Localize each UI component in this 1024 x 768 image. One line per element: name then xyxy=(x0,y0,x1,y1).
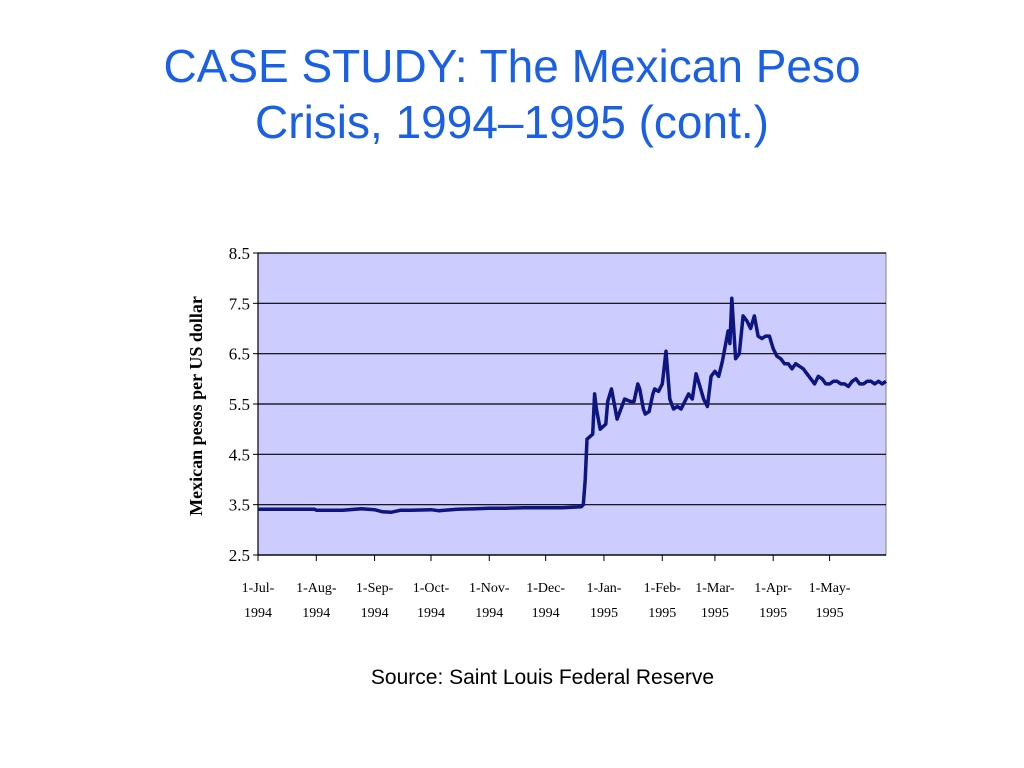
series-line-peso-rate xyxy=(258,296,887,514)
x-tick-label-month: 1-Aug- xyxy=(296,581,337,596)
x-tick-label-year: 1994 xyxy=(244,606,272,621)
y-tick-label: 7.5 xyxy=(229,294,250,313)
x-tick-label-year: 1994 xyxy=(475,606,503,621)
y-tick-label: 3.5 xyxy=(229,496,250,515)
x-tick-label-month: 1-Jul- xyxy=(242,581,275,596)
slide-title-line1: CASE STUDY: The Mexican Peso xyxy=(163,40,861,92)
x-tick-label-year: 1995 xyxy=(816,606,844,621)
x-tick-label-month: 1-Feb- xyxy=(644,581,682,596)
x-tick-label-year: 1995 xyxy=(648,606,676,621)
x-tick-label-year: 1994 xyxy=(361,606,389,621)
y-axis-label: Mexican pesos per US dollar xyxy=(186,296,206,516)
x-tick-label-month: 1-Mar- xyxy=(695,581,735,596)
x-tick-label-month: 1-Sep- xyxy=(356,581,394,596)
y-tick-label: 6.5 xyxy=(229,345,250,364)
x-tick-label-month: 1-Jan- xyxy=(586,581,621,596)
x-tick-label-year: 1995 xyxy=(701,606,729,621)
y-tick-label: 4.5 xyxy=(229,445,250,464)
x-axis-ticks: 1-Jul- 1994 1-Aug- 1994 1-Sep- 1994 1-Oct- 1994… xyxy=(242,555,851,621)
x-tick-label-year: 1994 xyxy=(532,606,560,621)
y-tick-label: 5.5 xyxy=(229,395,250,414)
x-tick-label-year: 1994 xyxy=(417,606,445,621)
x-tick-label-month: 1-May- xyxy=(809,581,851,596)
y-tick-label: 8.5 xyxy=(229,244,250,263)
slide-title-line2: Crisis, 1994–1995 (cont.) xyxy=(255,96,769,148)
x-tick-label-month: 1-Nov- xyxy=(469,581,510,596)
y-axis-ticks: 8.5 7.5 6.5 5.5 4.5 3.5 2.5 xyxy=(229,244,258,565)
x-tick-label-year: 1995 xyxy=(590,606,618,621)
x-tick-label-month: 1-Dec- xyxy=(526,581,565,596)
x-tick-label-year: 1994 xyxy=(302,606,330,621)
x-tick-label-year: 1995 xyxy=(759,606,787,621)
x-tick-label-month: 1-Oct- xyxy=(413,581,450,596)
source-note: Source: Saint Louis Federal Reserve xyxy=(370,666,715,689)
x-tick-label-month: 1-Apr- xyxy=(754,581,792,596)
y-tick-label: 2.5 xyxy=(229,546,250,565)
slide-title: CASE STUDY: The Mexican Peso Crisis, 199… xyxy=(0,38,1024,150)
